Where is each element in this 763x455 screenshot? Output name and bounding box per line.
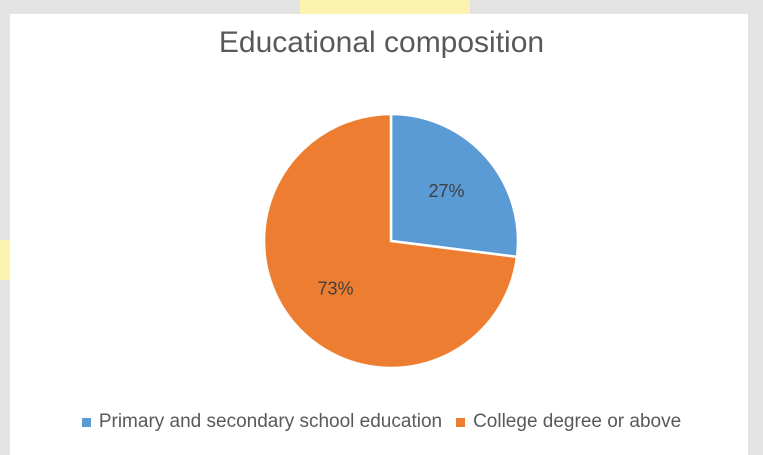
legend: Primary and secondary school education C…	[0, 411, 763, 433]
legend-swatch-primary	[81, 417, 91, 427]
legend-item-college: College degree or above	[456, 411, 681, 433]
background-band-right	[748, 0, 763, 455]
chart-title: Educational composition	[218, 26, 545, 59]
legend-label-primary: Primary and secondary school education	[98, 411, 443, 432]
background-highlight-left	[0, 240, 10, 280]
pie-label-primary: 27%	[428, 181, 464, 201]
legend-label-college: College degree or above	[473, 411, 682, 432]
pie-slice-college	[262, 112, 519, 370]
legend-item-primary: Primary and secondary school education	[81, 411, 443, 433]
pie-label-college: 73%	[317, 279, 353, 299]
background-highlight-top	[300, 0, 470, 14]
background-band-left	[0, 0, 10, 455]
legend-swatch-college	[456, 417, 466, 427]
pie-slice-primary	[389, 112, 520, 259]
